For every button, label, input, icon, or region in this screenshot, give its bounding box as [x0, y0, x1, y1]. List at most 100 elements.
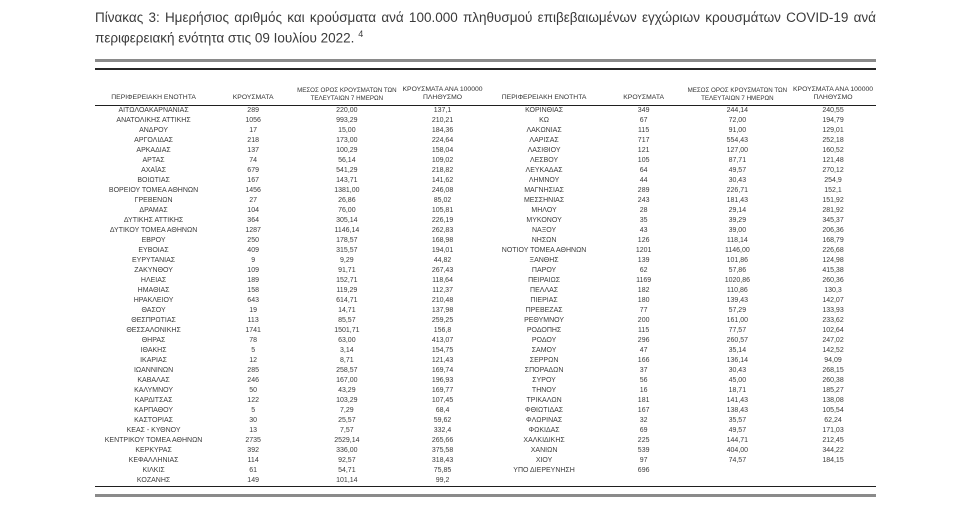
- cell-region: ΙΩΑΝΝΙΝΩΝ: [133, 366, 174, 374]
- cell-cases: 115: [638, 326, 650, 334]
- cell-region: ΧΙΟΥ: [535, 456, 553, 464]
- table-row: ΡΕΘΥΜΝΟΥ 200 161,00 233,62: [486, 316, 877, 326]
- cell-region: ΠΕΙΡΑΙΩΣ: [528, 276, 561, 284]
- cell-avg7days: 56,14: [338, 156, 356, 164]
- cell-region: ΚΑΡΔΙΤΣΑΣ: [134, 396, 173, 404]
- table-row: ΚΕΑΣ - ΚΥΘΝΟΥ 13 7,57 332,4: [95, 426, 486, 436]
- table-row: ΛΑΡΙΣΑΣ 717 554,43 252,18: [486, 136, 877, 146]
- cell-cases: 47: [639, 346, 648, 354]
- cell-cases: 27: [249, 196, 258, 204]
- cell-per100k: 210,21: [431, 116, 454, 124]
- cell-region: ΘΑΣΟΥ: [141, 306, 166, 314]
- table-row: ΥΠΟ ΔΙΕΡΕΥΝΗΣΗ 696: [486, 466, 877, 476]
- cell-avg7days: 35,14: [728, 346, 747, 354]
- table-row: ΘΕΣΠΡΩΤΙΑΣ 113 85,57 259,25: [95, 316, 486, 326]
- cell-per100k: 254,9: [824, 176, 842, 184]
- cell-avg7days: 141,43: [726, 396, 749, 404]
- cell-avg7days: 3,14: [340, 346, 354, 354]
- cell-per100k: 75,85: [433, 466, 452, 474]
- cell-region: ΑΡΤΑΣ: [142, 156, 165, 164]
- cell-cases: 167: [637, 406, 650, 414]
- table-row: ΞΑΝΘΗΣ 139 101,86 124,98: [486, 256, 877, 266]
- cell-cases: 121: [637, 146, 650, 154]
- table-row: ΧΙΟΥ 97 74,57 184,15: [486, 456, 877, 466]
- table-row: ΦΛΩΡΙΝΑΣ 32 35,57 62,24: [486, 416, 877, 426]
- cell-avg7days: 91,00: [728, 126, 747, 134]
- table-row: ΠΕΛΛΑΣ 182 110,86 130,3: [486, 286, 877, 296]
- cell-region: ΦΘΙΩΤΙΔΑΣ: [525, 406, 564, 414]
- table-row: ΠΙΕΡΙΑΣ 180 139,43 142,07: [486, 296, 877, 306]
- cell-per100k: 185,27: [822, 386, 844, 394]
- cell-per100k: 94,09: [824, 356, 842, 364]
- cell-per100k: 44,82: [433, 256, 452, 264]
- cell-region: ΠΕΛΛΑΣ: [530, 286, 559, 294]
- table-row: ΘΑΣΟΥ 19 14,71 137,98: [95, 306, 486, 316]
- cell-avg7days: 15,00: [338, 126, 356, 134]
- cell-per100k: [790, 466, 876, 476]
- cell-avg7days: 57,86: [728, 266, 747, 274]
- table-row: ΗΛΕΙΑΣ 189 152,71 118,64: [95, 276, 486, 286]
- cell-region: ΕΥΡΥΤΑΝΙΑΣ: [132, 256, 176, 264]
- column-header-cases: ΚΡΟΥΣΜΑΤΑ: [212, 85, 295, 106]
- cell-cases: 181: [637, 396, 650, 404]
- cell-cases: 243: [637, 196, 650, 204]
- table-row: ΑΡΚΑΔΙΑΣ 137 100,29 158,04: [95, 146, 486, 156]
- table-row: ΣΥΡΟΥ 56 45,00 260,38: [486, 376, 877, 386]
- cell-cases: 679: [247, 166, 259, 174]
- cell-region: ΒΟΡΕΙΟΥ ΤΟΜΕΑ ΑΘΗΝΩΝ: [108, 186, 199, 194]
- table-row: ΚΙΛΚΙΣ 61 54,71 75,85: [95, 466, 486, 476]
- cell-region: ΔΡΑΜΑΣ: [139, 206, 168, 214]
- cell-avg7days: 226,71: [726, 186, 749, 194]
- cell-cases: 539: [637, 446, 650, 454]
- cell-avg7days: 161,00: [726, 316, 749, 324]
- cell-region: ΞΑΝΘΗΣ: [529, 256, 559, 264]
- table-row: ΒΟΡΕΙΟΥ ΤΟΜΕΑ ΑΘΗΝΩΝ 1456 1381,00 246,08: [95, 186, 486, 196]
- cell-avg7days: 110,86: [726, 286, 748, 294]
- cell-region: ΚΑΣΤΟΡΙΑΣ: [134, 416, 173, 424]
- cell-cases: 289: [637, 186, 650, 194]
- cell-cases: 5: [251, 406, 256, 414]
- cell-avg7days: 74,57: [728, 456, 747, 464]
- cell-region: ΔΥΤΙΚΟΥ ΤΟΜΕΑ ΑΘΗΝΩΝ: [109, 226, 198, 234]
- cell-per100k: 137,98: [431, 306, 454, 314]
- cell-cases: 1056: [245, 116, 261, 124]
- table-row: ΣΑΜΟΥ 47 35,14 142,52: [486, 346, 877, 356]
- title-rule-thin: [95, 68, 876, 70]
- table-row: ΒΟΙΩΤΙΑΣ 167 143,71 141,62: [95, 176, 486, 186]
- cell-avg7days: 8,71: [340, 356, 354, 364]
- table-row: ΑΡΤΑΣ 74 56,14 109,02: [95, 156, 486, 166]
- cell-avg7days: 167,00: [336, 376, 358, 384]
- cell-region: ΚΑΛΥΜΝΟΥ: [134, 386, 174, 394]
- cell-region: ΜΥΚΟΝΟΥ: [526, 216, 562, 224]
- cell-cases: 250: [247, 236, 259, 244]
- cell-per100k: 267,43: [431, 266, 454, 274]
- cell-per100k: 151,92: [822, 196, 844, 204]
- table-row: ΦΩΚΙΔΑΣ 69 49,57 171,03: [486, 426, 877, 436]
- cell-region: ΦΛΩΡΙΝΑΣ: [525, 416, 563, 424]
- table-row: ΑΝΔΡΟΥ 17 15,00 184,36: [95, 126, 486, 136]
- cell-region: ΑΧΑΪΑΣ: [141, 166, 167, 174]
- table-row: ΡΟΔΟΥ 296 260,57 247,02: [486, 336, 877, 346]
- table-row: ΙΩΑΝΝΙΝΩΝ 285 258,57 169,74: [95, 366, 486, 376]
- cell-region: ΘΗΡΑΣ: [141, 336, 166, 344]
- table-row: ΝΟΤΙΟΥ ΤΟΜΕΑ ΑΘΗΝΩΝ 1201 1146,00 226,68: [486, 246, 877, 256]
- cell-region: ΛΗΜΝΟΥ: [528, 176, 560, 184]
- cell-region: ΝΟΤΙΟΥ ΤΟΜΕΑ ΑΘΗΝΩΝ: [501, 246, 587, 254]
- cell-per100k: 247,02: [822, 336, 844, 344]
- cell-cases: 696: [637, 466, 650, 474]
- title-rule-thick: [95, 59, 876, 62]
- footnote-marker: 4: [358, 29, 364, 40]
- cell-avg7days: 143,71: [336, 176, 358, 184]
- table-caption-text: Πίνακας 3: Ημερήσιος αριθμός και κρούσμα…: [95, 10, 876, 46]
- cell-region: ΧΑΝΙΩΝ: [530, 446, 558, 454]
- cell-per100k: 260,38: [822, 376, 844, 384]
- cell-cases: 78: [249, 336, 258, 344]
- cell-cases: 225: [637, 436, 650, 444]
- cell-avg7days: 39,00: [728, 226, 747, 234]
- column-header-per100k: ΚΡΟΥΣΜΑΤΑ ΑΝΑ 100000 ΠΛΗΘΥΣΜΟ: [790, 85, 876, 106]
- table-row: ΙΚΑΡΙΑΣ 12 8,71 121,43: [95, 356, 486, 366]
- cell-per100k: 118,64: [432, 276, 453, 284]
- cell-per100k: 59,62: [433, 416, 452, 424]
- table-bottom-rule-thick: [95, 494, 876, 497]
- cell-avg7days: 1020,86: [724, 276, 750, 284]
